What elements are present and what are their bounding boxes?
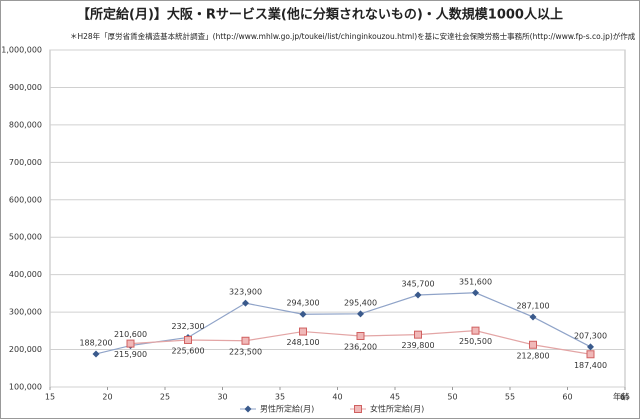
marker — [241, 336, 250, 345]
x-tick-label: 55 — [505, 393, 515, 402]
y-tick-label: 900,000 — [9, 83, 42, 92]
y-tick-label: 700,000 — [9, 158, 42, 167]
y-tick-label: 300,000 — [9, 308, 42, 317]
y-tick-label: 400,000 — [9, 270, 42, 279]
marker — [126, 339, 135, 348]
x-tick-label: 50 — [447, 393, 457, 402]
data-label: 212,800 — [516, 351, 549, 360]
y-tick-label: 600,000 — [9, 195, 42, 204]
data-label: 223,500 — [229, 347, 262, 356]
data-label: 294,300 — [286, 299, 319, 308]
data-label: 345,700 — [401, 279, 434, 288]
y-tick-label: 100,000 — [9, 383, 42, 392]
x-tick-label: 15 — [45, 393, 55, 402]
marker — [472, 289, 479, 297]
x-tick-label: 65 — [620, 393, 630, 402]
data-label: 236,200 — [344, 343, 377, 352]
data-label: 232,300 — [171, 322, 204, 331]
data-label: 225,600 — [171, 346, 204, 355]
data-label: 207,300 — [574, 331, 607, 340]
data-label: 239,800 — [401, 341, 434, 350]
data-label: 187,400 — [574, 361, 607, 370]
y-tick-label: 1,000,000 — [1, 46, 42, 55]
x-tick-label: 45 — [390, 393, 400, 402]
marker — [529, 340, 537, 349]
y-tick-label: 500,000 — [9, 233, 42, 242]
x-tick-label: 35 — [275, 393, 285, 402]
marker — [242, 299, 249, 307]
marker — [414, 330, 422, 339]
data-label: 323,900 — [229, 288, 262, 297]
marker — [184, 335, 192, 344]
data-label: 188,200 — [79, 338, 112, 347]
data-label: 215,900 — [114, 350, 147, 359]
x-axis-label: 年齢 — [613, 392, 629, 402]
marker — [356, 332, 365, 341]
legend-marker — [244, 405, 252, 413]
marker — [414, 291, 422, 299]
data-label: 250,500 — [459, 337, 492, 346]
marker — [471, 326, 480, 335]
marker — [587, 343, 594, 351]
x-tick-label: 20 — [102, 393, 112, 402]
data-label: 210,600 — [114, 330, 147, 339]
x-tick-label: 60 — [562, 393, 572, 402]
data-label: 295,400 — [344, 298, 377, 307]
data-label: 351,600 — [459, 277, 492, 286]
chart-subtitle: ＊H28年「厚労省賃金構造基本統計調査」(http://www.mhlw.go.… — [70, 31, 636, 41]
x-tick-label: 25 — [160, 393, 170, 402]
marker — [357, 310, 364, 318]
y-tick-label: 200,000 — [9, 345, 42, 354]
legend-marker — [354, 405, 362, 413]
chart-title: 【所定給(月)】大阪・Rサービス業(他に分類されないもの)・人数規模1000人以… — [77, 7, 563, 23]
marker — [92, 350, 100, 358]
marker — [299, 310, 307, 318]
y-tick-label: 800,000 — [9, 120, 42, 129]
marker — [529, 313, 537, 321]
data-label: 287,100 — [516, 301, 549, 310]
data-label: 248,100 — [286, 338, 319, 347]
marker — [586, 350, 595, 359]
legend-label: 男性所定給(月) — [260, 404, 314, 414]
x-tick-label: 40 — [332, 393, 342, 402]
legend-label: 女性所定給(月) — [370, 404, 424, 414]
marker — [299, 327, 307, 336]
x-tick-label: 30 — [217, 393, 227, 402]
